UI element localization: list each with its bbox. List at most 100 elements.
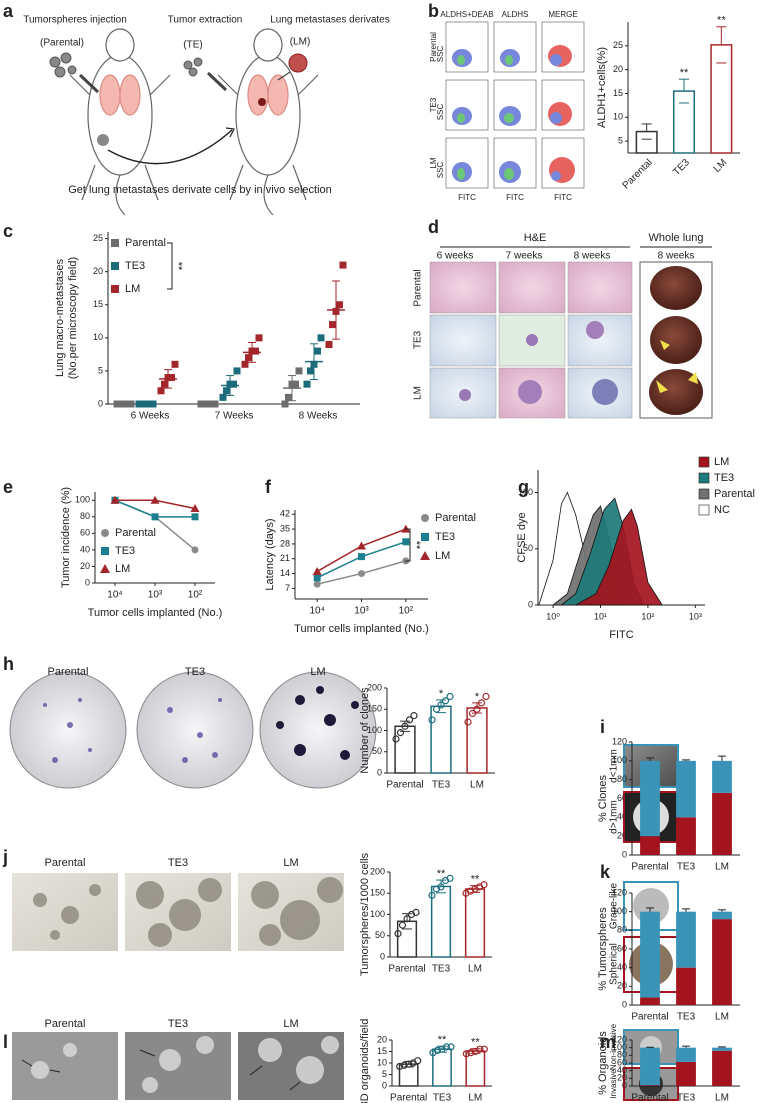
bar-segment xyxy=(676,1047,696,1062)
x-tick-label: TE3 xyxy=(677,862,696,873)
y-axis-label: CFSE dye xyxy=(516,512,528,562)
y-tick-label: 0 xyxy=(622,999,627,1009)
x-tick-label: 10¹ xyxy=(594,611,607,621)
x-tick-label: LM xyxy=(712,157,730,175)
bar xyxy=(710,44,733,154)
column-label: 6 weeks xyxy=(437,251,474,262)
data-point xyxy=(446,692,454,701)
image-label: LM xyxy=(310,666,325,678)
data-point xyxy=(467,1049,475,1057)
x-tick-label: Parental xyxy=(631,862,668,873)
data-point xyxy=(396,729,405,737)
bar-segment xyxy=(676,1061,696,1086)
image-label: TE3 xyxy=(168,1018,188,1030)
y-tick-label: 80 xyxy=(617,925,627,935)
column-label: ALDHS+DEAB xyxy=(440,10,493,19)
x-axis-label: Tumor cells implanted (No.) xyxy=(294,623,429,635)
column-label: MERGE xyxy=(548,10,577,19)
significance: * xyxy=(439,688,444,700)
marker xyxy=(317,334,325,342)
x-tick-label: LM xyxy=(468,964,482,975)
data-point xyxy=(437,883,445,891)
legend-swatch xyxy=(698,456,710,468)
panel-label: f xyxy=(265,477,272,497)
data-point xyxy=(437,701,445,709)
y-tick-label: 200 xyxy=(370,866,385,876)
marker xyxy=(357,541,366,550)
image-label: Parental xyxy=(45,857,86,869)
y-tick-label: 20 xyxy=(93,266,103,276)
data-point xyxy=(394,930,402,938)
data-point xyxy=(414,1057,422,1065)
marker xyxy=(190,504,200,513)
legend-label: LM xyxy=(125,283,140,295)
y-axis-label: % Organoids xyxy=(597,1031,609,1095)
y-tick-label: 0 xyxy=(382,1080,387,1090)
y-tick-label: 50 xyxy=(523,543,533,553)
marker xyxy=(285,393,292,401)
y-tick-label: 20 xyxy=(80,561,90,571)
data-point xyxy=(410,712,418,720)
row-label: TE3 xyxy=(429,97,438,112)
y-tick-label: 100 xyxy=(612,755,627,765)
y-tick-label: 100 xyxy=(370,909,385,919)
y-axis-label: 3D organoids/field xyxy=(359,1019,371,1103)
row-label: Parental xyxy=(413,269,424,306)
x-tick-label: TE3 xyxy=(433,1093,452,1103)
legend-label: Parental xyxy=(115,527,156,539)
axis-label: FITC xyxy=(554,193,572,202)
marker xyxy=(313,574,321,582)
x-tick-label: 10² xyxy=(399,606,414,617)
y-axis-label: Number of clones xyxy=(359,687,371,774)
bar-segment xyxy=(712,1050,732,1086)
bar xyxy=(464,888,486,958)
data-point xyxy=(477,699,486,707)
marker xyxy=(313,580,321,588)
axis-label: FITC xyxy=(458,193,476,202)
legend-label: LM xyxy=(435,550,450,562)
panel-label: i xyxy=(600,717,605,737)
x-tick-label: Parental xyxy=(621,157,655,191)
y-tick-label: 10 xyxy=(613,112,623,122)
bar xyxy=(430,705,452,774)
bar-segment xyxy=(712,911,732,920)
data-point xyxy=(480,881,488,889)
legend-swatch xyxy=(698,504,710,516)
y-tick-label: 60 xyxy=(617,943,627,953)
y-tick-label: 0 xyxy=(380,951,385,961)
x-tick-label: 10² xyxy=(641,611,654,621)
data-point xyxy=(482,692,490,701)
y-tick-label: 20 xyxy=(617,1073,627,1083)
data-point xyxy=(392,735,400,743)
y-tick-label: 0 xyxy=(98,398,103,408)
image-label: TE3 xyxy=(185,666,205,678)
marker xyxy=(358,553,365,561)
bar xyxy=(635,130,658,154)
x-tick-label: TE3 xyxy=(677,1093,696,1103)
marker xyxy=(241,360,249,368)
image-label: d>1mm xyxy=(609,800,620,834)
bar-segment xyxy=(640,836,660,855)
legend-label: NC xyxy=(714,504,730,516)
marker xyxy=(110,495,120,504)
line xyxy=(114,499,196,551)
x-tick-label: 6 Weeks xyxy=(131,411,170,422)
y-tick-label: 150 xyxy=(367,704,382,714)
code-label: (TE) xyxy=(183,40,202,51)
y-tick-label: 5 xyxy=(618,135,623,145)
data-point xyxy=(476,1045,484,1053)
significance-bracket xyxy=(405,528,411,562)
x-tick-label: 10³ xyxy=(148,590,163,601)
column-label: ALDHS xyxy=(502,10,529,19)
bar-segment xyxy=(676,817,696,855)
marker xyxy=(325,340,333,348)
data-point xyxy=(480,1045,488,1053)
group-title: H&E xyxy=(524,232,547,244)
x-tick-label: Parental xyxy=(388,964,425,975)
legend-label: TE3 xyxy=(435,531,455,543)
marker xyxy=(219,393,227,401)
y-tick-label: 20 xyxy=(617,981,627,991)
marker xyxy=(100,564,110,573)
data-point xyxy=(428,716,436,724)
